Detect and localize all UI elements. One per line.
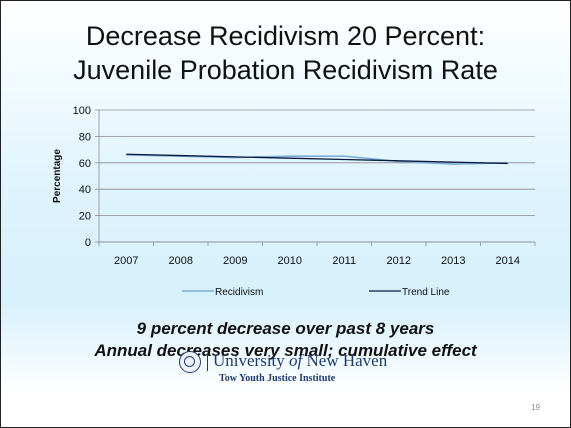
- legend-label-1: Trend Line: [402, 287, 450, 298]
- y-tick-label-100: 100: [73, 105, 91, 117]
- x-tick-label-2007: 2007: [114, 255, 138, 267]
- series-line-recidivism: [126, 154, 508, 165]
- x-tick-label-2009: 2009: [223, 255, 247, 267]
- logo-divider: [207, 353, 208, 371]
- institute-name: Tow Youth Justice Institute: [219, 373, 336, 384]
- university-logo: University of New Haven Tow Youth Justic…: [179, 349, 409, 393]
- x-tick-label-2008: 2008: [169, 255, 193, 267]
- title-line-1: Decrease Recidivism 20 Percent:: [85, 21, 486, 51]
- y-tick-label-60: 60: [79, 158, 91, 170]
- x-tick-label-2012: 2012: [387, 255, 411, 267]
- x-tick-label-2010: 2010: [278, 255, 302, 267]
- y-axis-label: Percentage: [52, 149, 63, 203]
- y-tick-label-0: 0: [85, 237, 91, 249]
- y-tick-label-40: 40: [79, 184, 91, 196]
- x-tick-label-2014: 2014: [496, 255, 520, 267]
- recidivism-line-chart: 0 20 40 60 80 100 2007 2008 2009 2010 2011 2012 2013…: [52, 105, 536, 298]
- series-line-trend-line: [126, 153, 508, 165]
- x-tick-label-2011: 2011: [332, 255, 356, 267]
- legend-label-0: Recidivism: [215, 287, 263, 298]
- university-seal-icon: [179, 351, 201, 373]
- title-line-2: Juvenile Probation Recidivism Rate: [73, 55, 498, 85]
- caption-line-1: 9 percent decrease over past 8 years: [136, 319, 435, 338]
- slide-title: Decrease Recidivism 20 Percent: Juvenile…: [1, 19, 570, 87]
- x-tick-label-2013: 2013: [441, 255, 465, 267]
- university-name: University of New Haven: [213, 351, 388, 370]
- y-tick-label-20: 20: [79, 211, 91, 223]
- page-number: 19: [531, 403, 540, 412]
- y-tick-label-80: 80: [79, 131, 91, 143]
